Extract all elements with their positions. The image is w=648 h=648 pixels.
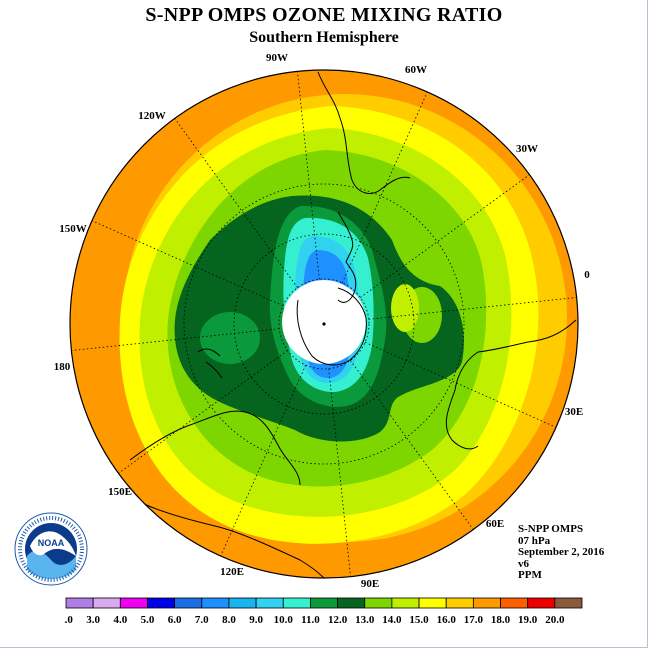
colorbar-swatch: [310, 597, 338, 609]
colorbar-label: 3.0: [86, 614, 100, 626]
colorbar-swatch: [337, 597, 366, 609]
meridians: [71, 71, 577, 577]
colorbar-label: 6.0: [168, 614, 182, 626]
colorbar-label: 13.0: [355, 614, 375, 626]
colorbar: 2.0 3.0 4.0 5.0 6.0 7.0 8.0 9.0 10.0 11.0 12.0 13.0…: [64, 597, 583, 626]
colorbar-swatch: [500, 597, 529, 609]
latitude-circle-70s: [233, 233, 415, 415]
band-10-11-patch: [200, 312, 260, 364]
meridian-line: [350, 360, 474, 530]
colorbar-swatch: [92, 597, 121, 609]
info-date: September 2, 2016: [518, 546, 605, 559]
map-info-block: S-NPP OMPS 07 hPa September 2, 2016 v6 P…: [518, 523, 605, 582]
lon-label-60e: 60E: [486, 518, 504, 530]
lon-label-150w: 150W: [59, 223, 87, 235]
ozone-field: [70, 70, 578, 578]
colorbar-label: 15.0: [409, 614, 429, 626]
colorbar-label: 2.0: [64, 614, 73, 626]
colorbar-label: 12.0: [328, 614, 348, 626]
info-instrument: S-NPP OMPS: [518, 523, 584, 535]
colorbar-swatch: [282, 597, 311, 609]
info-pressure-level: 07 hPa: [518, 534, 551, 547]
colorbar-swatch: [255, 597, 284, 609]
graticule: [71, 71, 577, 577]
meridian-line: [174, 118, 298, 288]
colorbar-label: 14.0: [382, 614, 402, 626]
lon-label-180: 180: [54, 361, 71, 373]
meridian-line: [368, 297, 577, 320]
no-data-polar-night: [282, 280, 366, 364]
lon-label-0: 0: [584, 269, 590, 281]
info-version: v6: [518, 557, 529, 570]
lon-label-30w: 30W: [516, 143, 538, 155]
map-title: S-NPP OMPS OZONE MIXING RATIO: [145, 4, 503, 26]
map-boundary: [69, 69, 579, 579]
meridian-line: [71, 328, 280, 351]
colorbar-label: 10.0: [274, 614, 294, 626]
noaa-logo: NOAA: [14, 512, 88, 586]
colorbar-swatch: [201, 597, 230, 609]
colorbar-swatch: [554, 597, 583, 609]
meridian-line: [360, 174, 530, 298]
map-subtitle: Southern Hemisphere: [249, 29, 399, 46]
meridian-line: [328, 368, 351, 577]
colorbar-label: 5.0: [141, 614, 155, 626]
colorbar-swatch: [472, 597, 501, 609]
meridian-line: [364, 341, 557, 428]
lon-label-90e: 90E: [361, 578, 379, 590]
colorbar-label: 19.0: [518, 614, 538, 626]
colorbar-label: 8.0: [222, 614, 236, 626]
south-pole-marker: [322, 322, 326, 326]
colorbar-label: 17.0: [464, 614, 484, 626]
colorbar-swatch: [119, 597, 148, 609]
coast-asia-islands: [139, 501, 325, 578]
colorbar-swatch: [174, 597, 203, 609]
colorbar-label: 7.0: [195, 614, 209, 626]
colorbar-swatch: [527, 597, 556, 609]
coast-antarctic-peninsula: [337, 211, 357, 303]
colorbar-label: 16.0: [437, 614, 457, 626]
colorbar-swatch: [391, 597, 420, 609]
meridian-line: [220, 364, 307, 557]
colorbar-label: 11.0: [301, 614, 320, 626]
colorbar-swatch: [65, 597, 94, 609]
meridian-line: [91, 220, 284, 307]
info-units: PPM: [518, 569, 542, 582]
lon-label-120e: 120E: [220, 566, 244, 578]
colorbar-swatch: [418, 597, 447, 609]
coast-south-america: [317, 71, 411, 194]
meridian-line: [297, 71, 320, 280]
colorbar-label: 4.0: [113, 614, 127, 626]
colorbar-label: 20.0: [545, 614, 565, 626]
colorbar-swatch: [228, 597, 257, 609]
noaa-logo-text: NOAA: [38, 538, 65, 548]
colorbar-label: 18.0: [491, 614, 511, 626]
lon-label-120w: 120W: [138, 110, 166, 122]
longitude-labels: 90W 60W 30W 0 30E 60E 90E 120E 150E 180 …: [54, 52, 591, 590]
coast-australia: [129, 410, 301, 486]
band-13-14-patch: [391, 284, 419, 332]
lon-label-150e: 150E: [108, 486, 132, 498]
latitude-circle-60s: [183, 183, 465, 465]
coast-new-zealand: [197, 348, 223, 379]
lon-label-90w: 90W: [266, 52, 288, 64]
latitude-circle-80s: [278, 278, 370, 370]
meridian-line: [118, 350, 288, 474]
lon-label-60w: 60W: [405, 64, 427, 76]
meridian-line: [341, 91, 428, 284]
coast-africa: [445, 319, 577, 450]
colorbar-swatch: [147, 597, 176, 609]
colorbar-swatch: [445, 597, 474, 609]
lon-label-30e: 30E: [565, 406, 583, 418]
colorbar-label: 9.0: [249, 614, 263, 626]
colorbar-swatch: [364, 597, 393, 609]
coastlines: [129, 71, 577, 578]
coast-antarctica: [296, 287, 367, 366]
